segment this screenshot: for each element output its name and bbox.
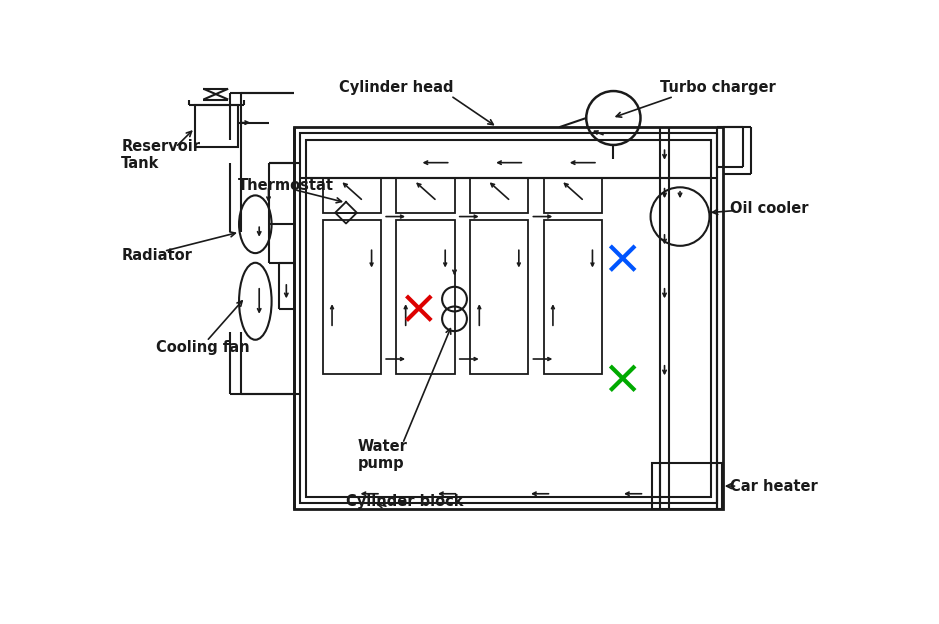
Bar: [323, 220, 381, 374]
Bar: [306, 140, 711, 497]
Text: Cylinder block: Cylinder block: [346, 494, 464, 509]
Bar: [470, 220, 528, 374]
Bar: [652, 463, 722, 509]
Bar: [396, 178, 454, 213]
Bar: [300, 134, 717, 503]
Text: Thermostat: Thermostat: [238, 178, 333, 193]
Text: Cylinder head: Cylinder head: [339, 80, 454, 95]
Text: Reservoir
Tank: Reservoir Tank: [121, 139, 200, 171]
Text: Turbo charger: Turbo charger: [660, 80, 776, 95]
Text: Oil cooler: Oil cooler: [730, 202, 808, 217]
Bar: [544, 178, 602, 213]
Text: Radiator: Radiator: [121, 248, 192, 263]
Text: Water
pump: Water pump: [358, 439, 408, 472]
Bar: [396, 220, 454, 374]
Bar: [294, 127, 723, 509]
Bar: [544, 220, 602, 374]
Text: Cooling fan: Cooling fan: [156, 340, 250, 355]
Bar: [323, 178, 381, 213]
Text: Car heater: Car heater: [730, 479, 817, 494]
Bar: [470, 178, 528, 213]
Bar: [195, 105, 238, 147]
